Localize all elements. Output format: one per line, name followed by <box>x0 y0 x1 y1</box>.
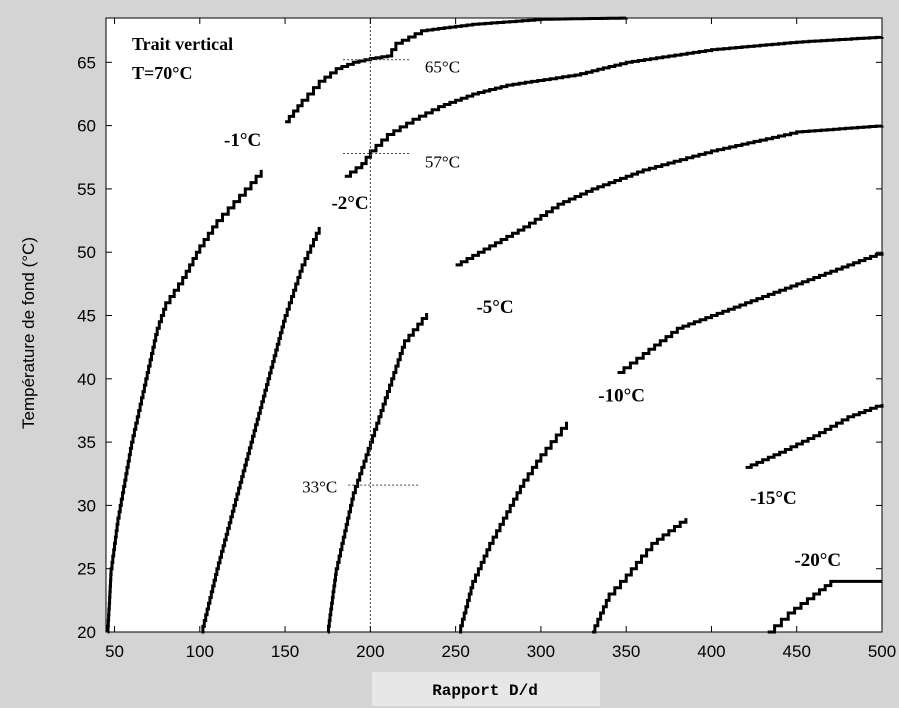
annotation-labels: 65°C 57°C 33°C <box>302 57 460 496</box>
reference-label: 65°C <box>425 57 460 76</box>
y-tick-label: 30 <box>77 496 96 515</box>
reference-label: 33°C <box>302 478 337 497</box>
box-title-line-2: T=70°C <box>132 63 192 83</box>
plot-area <box>106 18 882 632</box>
contour-label: -2°C <box>331 193 368 214</box>
y-tick-label: 25 <box>77 560 96 579</box>
plot-background <box>106 18 882 632</box>
x-tick-label: 450 <box>783 642 811 661</box>
box-title-line-1: Trait vertical <box>132 34 233 54</box>
contour-line <box>592 518 688 634</box>
x-tick-label: 50 <box>105 642 124 661</box>
y-tick-label: 55 <box>77 180 96 199</box>
x-tick-label: 150 <box>271 642 299 661</box>
contour-line <box>344 35 884 178</box>
contour-line <box>106 169 263 634</box>
x-tick-label: 200 <box>356 642 384 661</box>
x-tick-label: 350 <box>612 642 640 661</box>
y-axis: 20 25 30 35 40 45 50 55 60 65 <box>77 53 882 642</box>
contour-label: -10°C <box>598 386 645 407</box>
y-tick-label: 35 <box>77 433 96 452</box>
x-tick-label: 400 <box>697 642 725 661</box>
y-tick-label: 65 <box>77 53 96 72</box>
reference-label: 57°C <box>425 152 460 171</box>
contour-label: -15°C <box>750 488 797 509</box>
y-axis-title: Température de fond (°C) <box>19 237 38 429</box>
x-axis-title-box <box>372 672 600 706</box>
y-tick-label: 50 <box>77 243 96 262</box>
contour-lines <box>106 16 884 634</box>
y-tick-label: 60 <box>77 117 96 136</box>
y-tick-label: 45 <box>77 307 96 326</box>
contour-label: -5°C <box>476 297 513 318</box>
x-axis: 50 100 150 200 250 300 350 400 450 500 <box>105 18 896 661</box>
contour-line <box>459 421 568 634</box>
contour-line <box>327 313 429 634</box>
x-tick-label: 500 <box>868 642 896 661</box>
x-tick-label: 100 <box>186 642 214 661</box>
contour-line <box>767 579 882 634</box>
contour-line <box>201 226 321 634</box>
contour-line <box>745 404 884 469</box>
contour-labels: -1°C -2°C -5°C -10°C -15°C -20°C <box>224 130 841 571</box>
contour-line <box>617 252 884 374</box>
annotation-lines <box>343 18 419 632</box>
contour-label: -20°C <box>794 550 841 571</box>
contour-line <box>285 16 628 124</box>
x-axis-title: Rapport D/d <box>432 682 538 700</box>
plot-frame <box>105 17 883 633</box>
x-tick-label: 250 <box>441 642 469 661</box>
y-tick-label: 20 <box>77 623 96 642</box>
x-tick-label: 300 <box>527 642 555 661</box>
y-tick-label: 40 <box>77 370 96 389</box>
contour-line <box>455 124 884 267</box>
contour-label: -1°C <box>224 130 261 151</box>
